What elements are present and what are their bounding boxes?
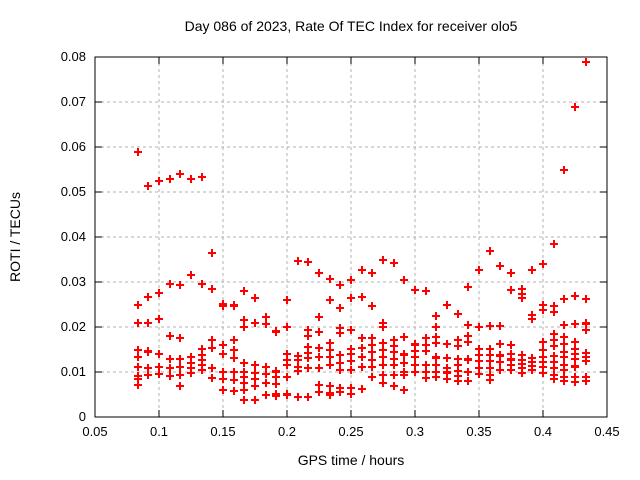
x-tick-label: 0.35 (466, 424, 492, 439)
y-tick-label: 0 (78, 409, 86, 424)
tick-marks (94, 56, 608, 418)
x-tick-label: 0.3 (405, 424, 425, 439)
x-tick-label: 0.05 (82, 424, 108, 439)
y-tick-label: 0.06 (60, 139, 86, 154)
chart-title: Day 086 of 2023, Rate Of TEC Index for r… (184, 18, 518, 34)
y-tick-label: 0.07 (60, 94, 86, 109)
y-tick-label: 0.03 (60, 274, 86, 289)
scatter-points (134, 58, 590, 404)
x-tick-label: 0.4 (533, 424, 553, 439)
y-tick-label: 0.05 (60, 184, 86, 199)
y-tick-label: 0.02 (60, 319, 86, 334)
y-tick-label: 0.08 (60, 49, 86, 64)
y-tick-label: 0.01 (60, 364, 86, 379)
x-tick-label: 0.1 (149, 424, 169, 439)
x-tick-label: 0.25 (338, 424, 364, 439)
x-tick-label: 0.45 (594, 424, 620, 439)
x-tick-label: 0.15 (210, 424, 236, 439)
x-tick-label: 0.2 (277, 424, 297, 439)
x-axis-label: GPS time / hours (297, 452, 405, 468)
y-tick-label: 0.04 (60, 229, 86, 244)
